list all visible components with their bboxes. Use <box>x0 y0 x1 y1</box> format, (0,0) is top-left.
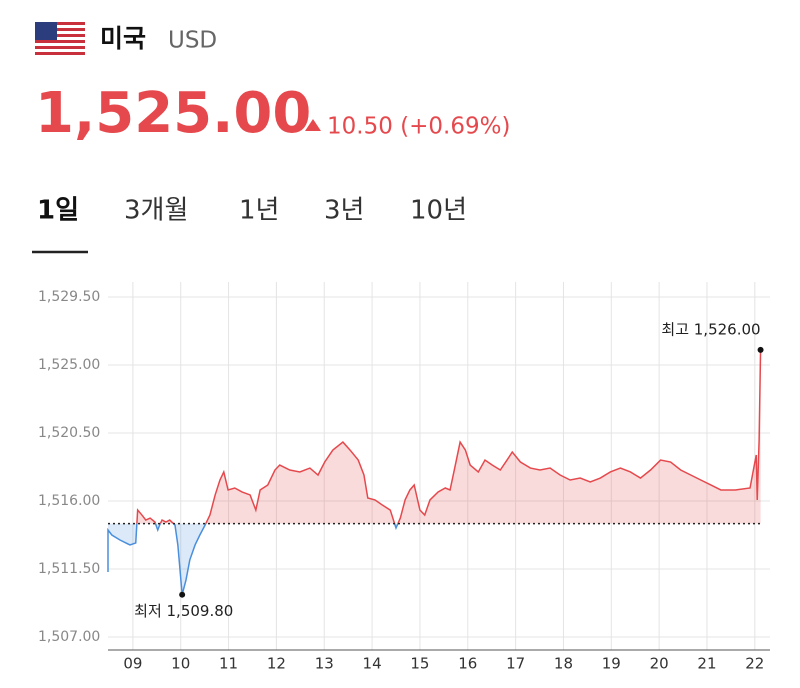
line <box>107 523 399 595</box>
x-tick-label: 09 <box>123 655 142 673</box>
y-tick-label: 1,529.50 <box>38 289 100 305</box>
change: 10.50 (+0.69%) <box>327 114 510 140</box>
line <box>136 349 762 524</box>
x-tick-label: 15 <box>410 655 429 673</box>
x-tick-label: 18 <box>554 655 573 673</box>
x-tick-label: 22 <box>745 655 764 673</box>
price: 1,525.00 <box>35 81 311 146</box>
x-tick-label: 10 <box>171 655 190 673</box>
x-tick-label: 21 <box>697 655 716 673</box>
x-tick-label: 20 <box>650 655 669 673</box>
tabs: 1일 3개월 1년 3년 10년 <box>37 196 467 226</box>
flag <box>35 22 85 55</box>
x-tick-label: 17 <box>506 655 525 673</box>
y-tick-label: 1,520.50 <box>38 425 100 441</box>
annotation-label: 최고 1,526.00 <box>661 320 760 338</box>
x-tick-label: 16 <box>458 655 477 673</box>
tab[interactable]: 10년 <box>410 196 467 226</box>
x-tick-label: 19 <box>602 655 621 673</box>
country: 미국 <box>100 24 146 53</box>
y-tick-label: 1,525.00 <box>38 357 100 373</box>
x-tick-label: 11 <box>219 655 238 673</box>
up-arrow <box>305 119 321 131</box>
tab[interactable]: 1일 <box>37 196 79 226</box>
tab[interactable]: 1년 <box>239 196 279 226</box>
tab[interactable]: 3개월 <box>124 196 188 226</box>
y-tick-label: 1,516.00 <box>38 493 100 509</box>
area <box>136 349 761 524</box>
annotation-dot <box>179 591 186 598</box>
currency: USD <box>168 28 217 54</box>
y-tick-label: 1,507.00 <box>38 629 100 645</box>
x-tick-label: 12 <box>267 655 286 673</box>
annotation-dot <box>757 346 764 353</box>
y-tick-label: 1,511.50 <box>38 561 100 577</box>
x-tick-label: 13 <box>315 655 334 673</box>
chart: 1,507.00 1,511.50 1,516.00 1,520.50 1,525.00… <box>38 282 770 673</box>
tab[interactable]: 3년 <box>324 196 364 226</box>
x-tick-label: 14 <box>363 655 382 673</box>
annotation-label: 최저 1,509.80 <box>134 602 233 620</box>
